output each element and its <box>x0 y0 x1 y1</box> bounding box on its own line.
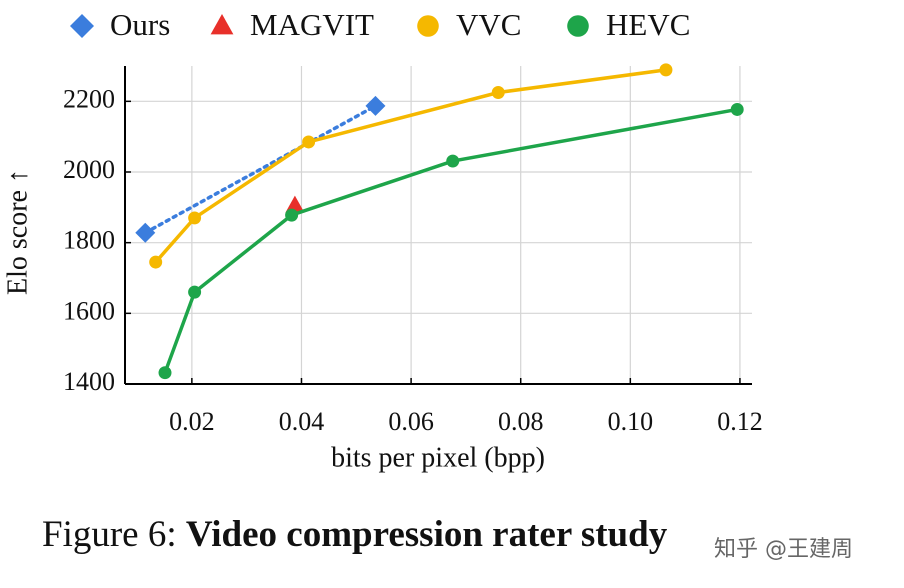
x-tick-label: 0.02 <box>169 407 215 436</box>
x-tick-label: 0.04 <box>279 407 325 436</box>
legend-label: Ours <box>110 7 170 42</box>
legend-label: MAGVIT <box>250 7 374 42</box>
y-axis-label: Elo score ↑ <box>2 169 33 295</box>
x-tick-label: 0.08 <box>498 407 544 436</box>
marker <box>188 211 202 225</box>
marker <box>149 255 163 269</box>
caption-title: Video compression rater study <box>186 514 668 555</box>
marker <box>158 366 172 380</box>
y-tick-label: 1400 <box>63 367 115 396</box>
legend-marker <box>70 14 94 38</box>
legend-label: HEVC <box>606 7 690 42</box>
legend-marker <box>417 15 439 37</box>
caption: Figure 6: Video compression rater study <box>42 514 668 555</box>
y-tick-label: 1600 <box>63 296 115 325</box>
marker <box>285 208 299 222</box>
marker <box>188 285 202 299</box>
marker <box>446 154 460 168</box>
marker <box>302 135 316 149</box>
plot <box>135 63 744 380</box>
series-line <box>143 104 378 235</box>
y-tick-label: 1800 <box>63 226 115 255</box>
grid <box>125 66 752 385</box>
y-tick-label: 2000 <box>63 155 115 184</box>
legend-marker <box>567 15 589 37</box>
legend-label: VVC <box>456 7 521 42</box>
marker <box>285 195 305 213</box>
x-tick-label: 0.10 <box>608 407 654 436</box>
marker <box>491 86 505 99</box>
series-line <box>163 107 739 375</box>
y-tick-label: 2200 <box>63 84 115 113</box>
x-tick-label: 0.06 <box>388 407 434 436</box>
x-axis-label: bits per pixel (bpp) <box>331 442 545 473</box>
x-tick-label: 0.12 <box>717 407 763 436</box>
legend-marker <box>210 14 234 35</box>
marker <box>659 63 673 77</box>
marker <box>730 102 744 116</box>
watermark: 知乎 @王建周 <box>714 537 853 562</box>
caption-prefix: Figure 6: <box>42 514 177 555</box>
marker <box>135 222 156 243</box>
marker <box>365 95 386 116</box>
